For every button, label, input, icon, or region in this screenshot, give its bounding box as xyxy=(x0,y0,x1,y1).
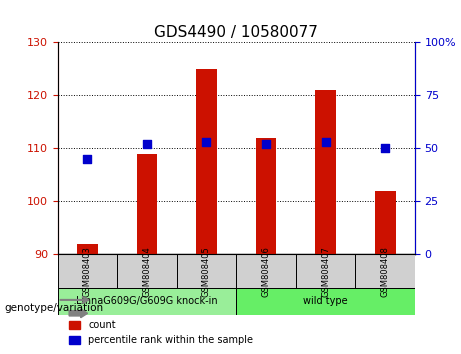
Text: GSM808405: GSM808405 xyxy=(202,246,211,297)
FancyBboxPatch shape xyxy=(117,255,177,288)
Text: wild type: wild type xyxy=(303,296,348,307)
Bar xyxy=(136,154,157,255)
Text: GSM808406: GSM808406 xyxy=(261,246,271,297)
Bar xyxy=(375,191,396,255)
Bar xyxy=(77,244,98,255)
FancyBboxPatch shape xyxy=(58,288,236,315)
Bar xyxy=(196,69,217,255)
Point xyxy=(381,145,389,151)
FancyBboxPatch shape xyxy=(58,255,117,288)
Bar xyxy=(315,90,336,255)
Legend: count, percentile rank within the sample: count, percentile rank within the sample xyxy=(65,316,257,349)
Text: GSM808403: GSM808403 xyxy=(83,246,92,297)
Point xyxy=(262,141,270,147)
Point xyxy=(143,141,151,147)
Text: LmnaG609G/G609G knock-in: LmnaG609G/G609G knock-in xyxy=(76,296,218,307)
Title: GDS4490 / 10580077: GDS4490 / 10580077 xyxy=(154,25,318,40)
Text: GSM808407: GSM808407 xyxy=(321,246,330,297)
FancyBboxPatch shape xyxy=(236,255,296,288)
FancyBboxPatch shape xyxy=(355,255,415,288)
FancyBboxPatch shape xyxy=(296,255,355,288)
FancyBboxPatch shape xyxy=(177,255,236,288)
Point xyxy=(322,139,329,145)
Text: GSM808408: GSM808408 xyxy=(381,246,390,297)
FancyBboxPatch shape xyxy=(236,288,415,315)
Point xyxy=(203,139,210,145)
Text: GSM808404: GSM808404 xyxy=(142,246,152,297)
Text: genotype/variation: genotype/variation xyxy=(5,303,104,313)
Bar xyxy=(255,138,277,255)
Point xyxy=(84,156,91,162)
